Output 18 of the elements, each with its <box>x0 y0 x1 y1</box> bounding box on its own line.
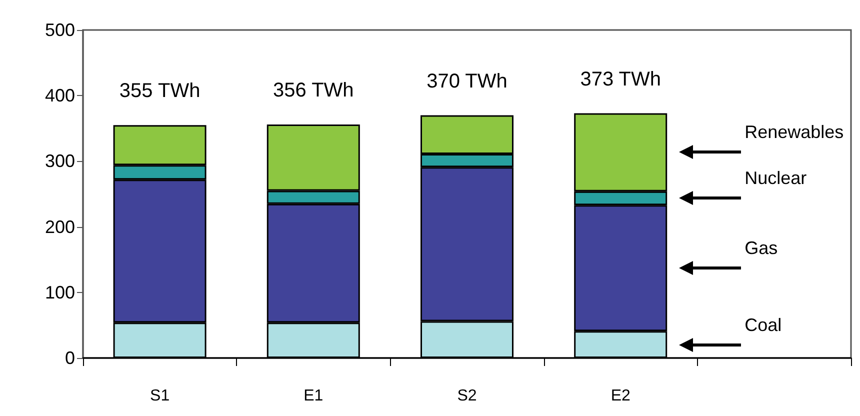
x-tick-label: S2 <box>457 388 477 404</box>
text: Nuclear <box>744 168 807 190</box>
x-tick-label: S1 <box>150 388 170 404</box>
x-tick-label: E1 <box>304 388 324 404</box>
y-tick-label: 100 <box>44 282 75 302</box>
y-tick-label: 300 <box>44 151 75 172</box>
text: Coal <box>744 314 782 336</box>
text: Gas <box>744 238 778 260</box>
total-label: 370 TWh <box>426 70 508 92</box>
x-tick-label: E2 <box>610 388 630 404</box>
y-tick-label: 500 <box>44 20 75 40</box>
total-label: 356 TWh <box>273 79 354 102</box>
total-label: 373 TWh <box>580 68 661 90</box>
y-tick-label: 400 <box>44 86 75 106</box>
text: Renewables <box>744 122 844 144</box>
total-label: 355 TWh <box>119 80 200 102</box>
y-tick-label: 0 <box>64 348 75 368</box>
y-tick-label: 200 <box>44 216 75 237</box>
